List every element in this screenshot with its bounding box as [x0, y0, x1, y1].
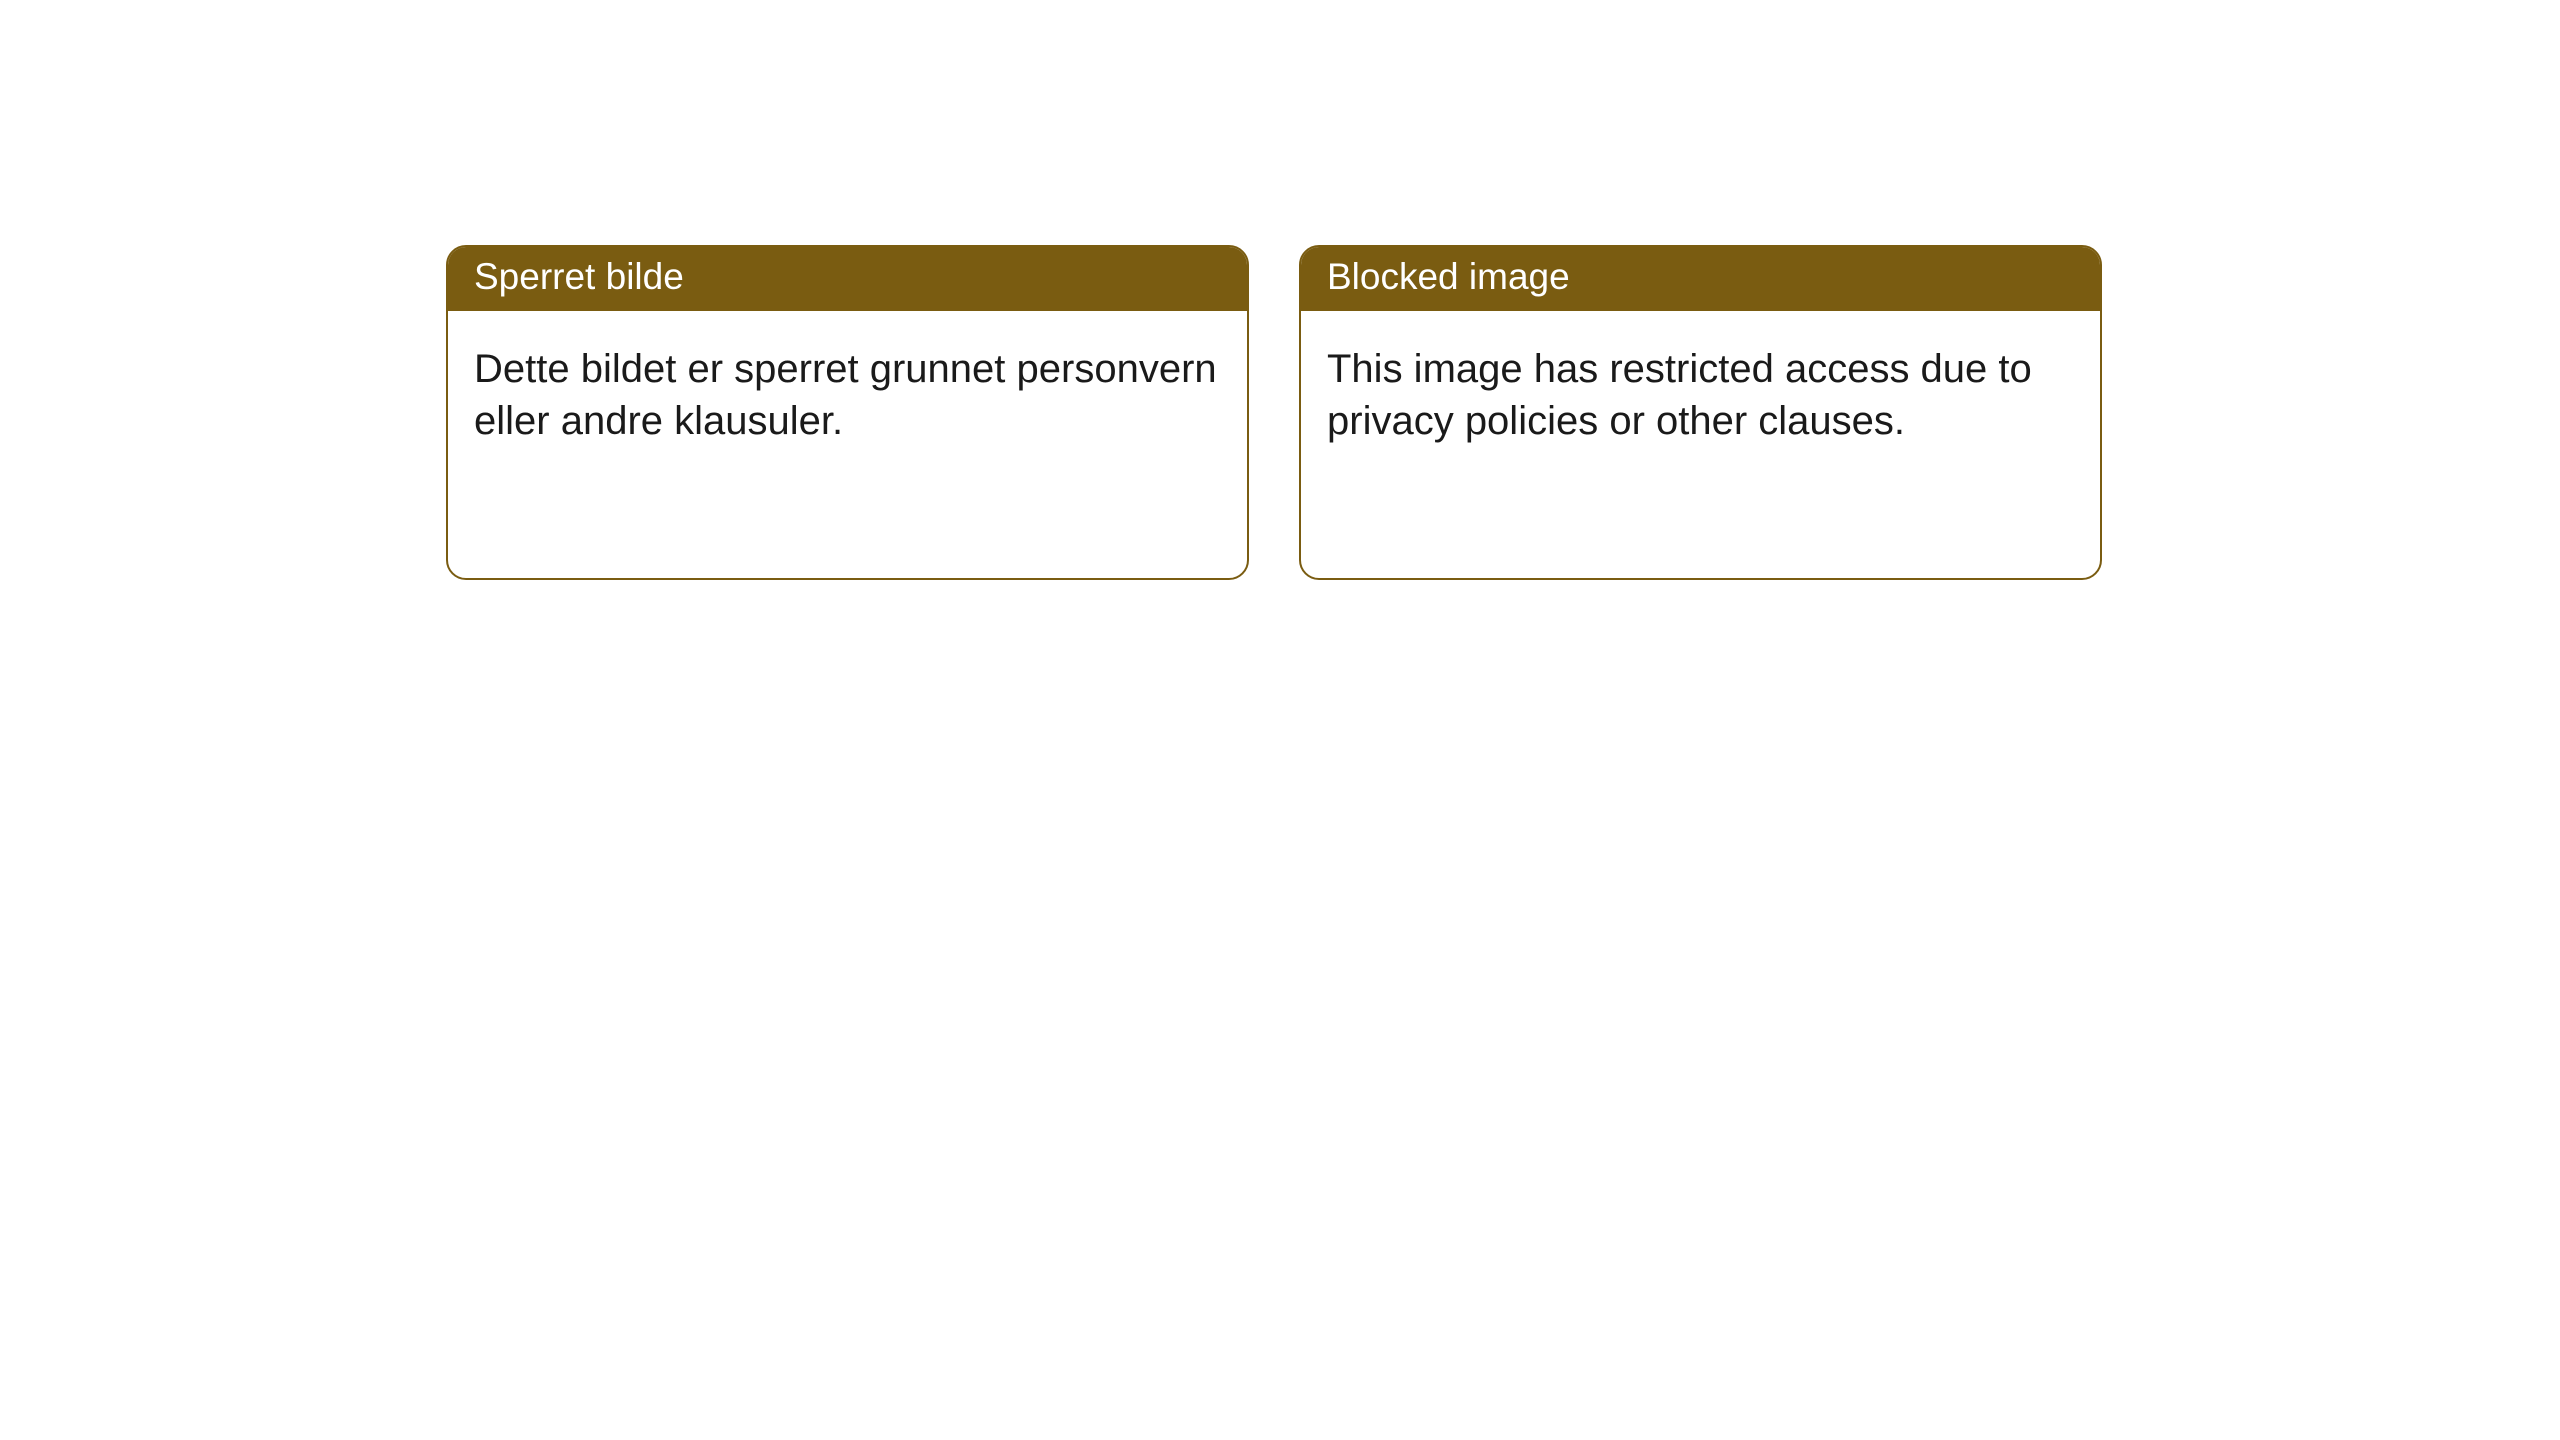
notice-header-norwegian: Sperret bilde [448, 247, 1247, 311]
notice-body-english: This image has restricted access due to … [1301, 311, 2100, 479]
notice-container: Sperret bilde Dette bildet er sperret gr… [0, 0, 2560, 580]
notice-card-english: Blocked image This image has restricted … [1299, 245, 2102, 580]
notice-header-english: Blocked image [1301, 247, 2100, 311]
notice-card-norwegian: Sperret bilde Dette bildet er sperret gr… [446, 245, 1249, 580]
notice-body-norwegian: Dette bildet er sperret grunnet personve… [448, 311, 1247, 479]
